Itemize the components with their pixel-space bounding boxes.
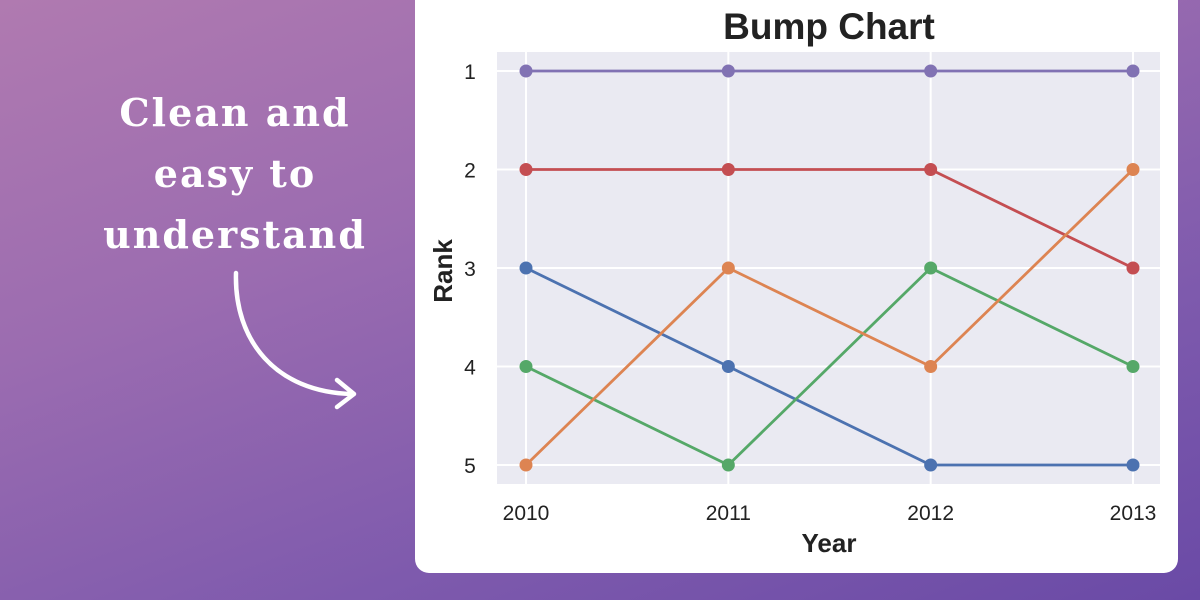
data-point bbox=[924, 261, 938, 275]
series-line bbox=[526, 168, 1134, 270]
series-1 bbox=[519, 64, 1140, 78]
x-axis-label: Year bbox=[802, 528, 857, 558]
series-line bbox=[525, 266, 1134, 467]
series-layer bbox=[519, 64, 1140, 472]
y-axis-label: Rank bbox=[428, 239, 458, 303]
data-point bbox=[1126, 261, 1140, 275]
tick-layer: 2010 2011 2012 2013 1 2 3 4 5 bbox=[464, 61, 1156, 525]
x-tick-label: 2013 bbox=[1110, 502, 1157, 525]
chart-card: Bump Chart 2010 2011 2012 2013 1 2 3 4 5 Year Ra… bbox=[415, 0, 1178, 573]
data-point bbox=[519, 163, 533, 176]
y-tick-label: 5 bbox=[464, 455, 476, 478]
data-point bbox=[1126, 64, 1140, 78]
tagline: Clean and easy to understand bbox=[80, 82, 390, 265]
data-point bbox=[924, 64, 938, 78]
data-point bbox=[924, 360, 938, 373]
data-point bbox=[519, 261, 533, 275]
x-tick-label: 2012 bbox=[907, 502, 954, 525]
data-point bbox=[519, 360, 533, 373]
data-point bbox=[721, 64, 735, 78]
y-tick-label: 4 bbox=[464, 357, 476, 380]
curved-arrow-icon bbox=[233, 270, 357, 410]
series-3 bbox=[519, 261, 1140, 472]
series-2 bbox=[519, 163, 1140, 275]
tagline-line-3: understand bbox=[103, 212, 367, 257]
data-point bbox=[1126, 163, 1140, 176]
data-point bbox=[721, 360, 735, 373]
data-point bbox=[924, 163, 938, 176]
x-tick-label: 2011 bbox=[706, 502, 751, 525]
y-tick-label: 3 bbox=[464, 258, 476, 281]
data-point bbox=[519, 64, 533, 78]
data-point bbox=[924, 458, 938, 472]
data-point bbox=[1126, 458, 1140, 472]
series-line bbox=[525, 168, 1134, 467]
bump-chart: Bump Chart 2010 2011 2012 2013 1 2 3 4 5 Year Ra… bbox=[428, 6, 1160, 558]
tagline-line-2: easy to bbox=[153, 151, 317, 196]
series-4 bbox=[519, 261, 1140, 472]
y-tick-label: 1 bbox=[464, 61, 476, 84]
data-point bbox=[721, 163, 735, 176]
data-point bbox=[519, 458, 533, 472]
series-line bbox=[525, 266, 1133, 467]
series-5 bbox=[519, 163, 1140, 472]
chart-title: Bump Chart bbox=[723, 6, 935, 47]
data-point bbox=[1126, 360, 1140, 373]
x-tick-label: 2010 bbox=[503, 502, 550, 525]
y-tick-label: 2 bbox=[464, 160, 476, 183]
data-point bbox=[721, 261, 735, 275]
tagline-line-1: Clean and bbox=[119, 90, 351, 135]
data-point bbox=[721, 458, 735, 472]
